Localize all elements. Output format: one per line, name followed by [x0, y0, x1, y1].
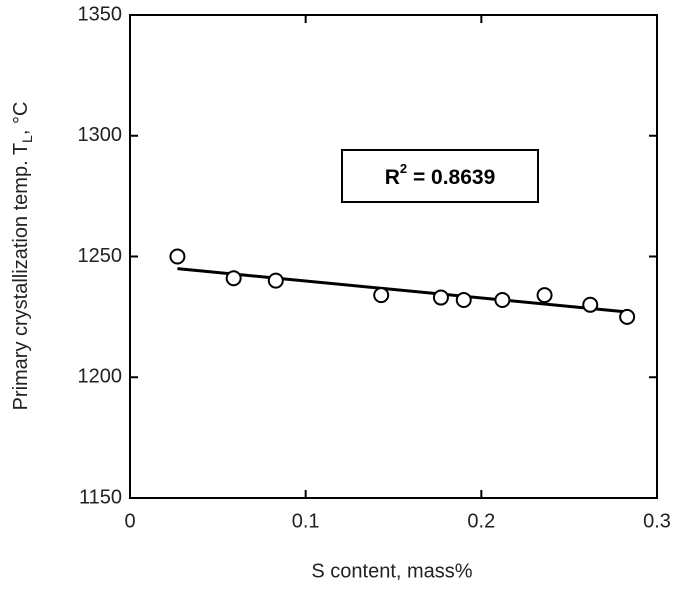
- x-axis-label: S content, mass%: [311, 560, 472, 582]
- data-point: [432, 289, 449, 306]
- annotation-box: [341, 149, 539, 203]
- x-tick-label: 0.2: [467, 510, 495, 532]
- annotation-value: = 0.8639: [407, 166, 495, 189]
- y-tick-label: 1150: [79, 486, 122, 508]
- data-point: [536, 287, 553, 304]
- data-point: [225, 270, 242, 287]
- data-point: [582, 296, 599, 313]
- y-tick-label: 1300: [78, 124, 123, 146]
- plot-frame: [129, 14, 658, 499]
- data-point: [169, 248, 186, 265]
- x-tick-label: 0: [124, 510, 135, 532]
- data-point: [267, 272, 284, 289]
- data-point: [619, 308, 636, 325]
- y-label-tail: , °C: [10, 102, 32, 136]
- y-tick-label: 1200: [78, 366, 123, 388]
- y-label-main: Primary crystallization temp. T: [10, 143, 32, 410]
- annotation-r: R: [385, 166, 400, 189]
- annotation: R2 = 0.8639: [385, 161, 496, 188]
- data-point: [373, 287, 390, 304]
- x-tick-label: 0.1: [292, 510, 320, 532]
- trendline: [177, 267, 628, 314]
- y-tick-label: 1350: [78, 3, 123, 25]
- data-point: [455, 291, 472, 308]
- x-tick-label: 0.3: [643, 510, 671, 532]
- y-label-sub: L: [19, 135, 35, 143]
- y-axis-label: Primary crystallization temp. TL, °C: [10, 102, 34, 411]
- y-tick-label: 1250: [78, 245, 123, 267]
- annotation-sup: 2: [400, 161, 407, 176]
- data-point: [494, 291, 511, 308]
